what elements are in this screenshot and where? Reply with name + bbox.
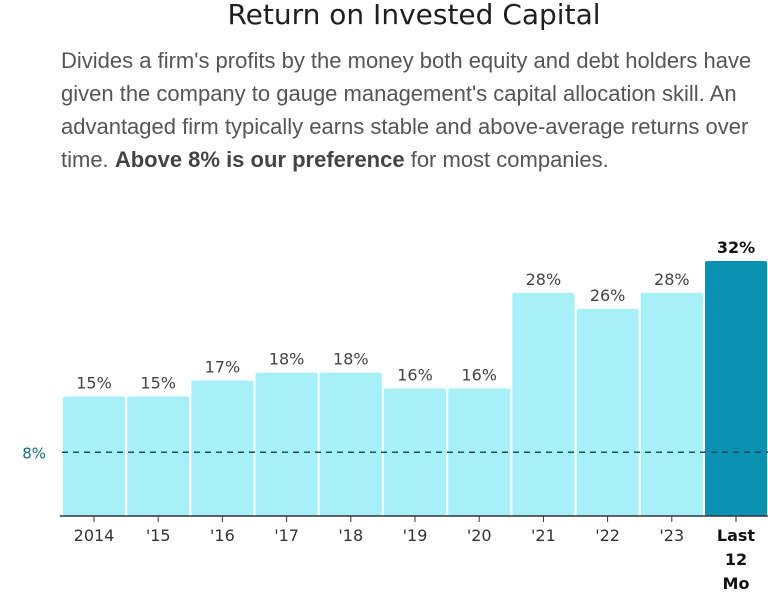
chart-title: Return on Invested Capital	[227, 0, 601, 31]
x-tick-label-6: '20	[467, 526, 492, 545]
bar-1	[127, 396, 190, 516]
value-label-3: 18%	[269, 350, 305, 369]
description-tail: for most companies.	[404, 147, 609, 172]
bar-8	[576, 308, 639, 516]
bar-4	[319, 372, 382, 516]
x-tick-label-10-0: Last	[717, 526, 756, 545]
bar-9	[640, 292, 703, 516]
value-label-9: 28%	[654, 270, 690, 289]
x-tick-label-10-1: 12	[725, 550, 747, 569]
value-label-0: 15%	[76, 373, 112, 392]
value-label-7: 28%	[526, 270, 562, 289]
bar-10	[705, 261, 767, 516]
bar-3	[255, 372, 318, 516]
x-tick-label-4: '18	[338, 526, 363, 545]
value-label-4: 18%	[333, 350, 369, 369]
description-emphasis: Above 8% is our preference	[114, 147, 405, 172]
x-tick-label-9: '23	[659, 526, 684, 545]
value-label-2: 17%	[205, 358, 241, 377]
value-label-1: 15%	[140, 373, 176, 392]
x-tick-label-8: '22	[595, 526, 620, 545]
bar-7	[512, 292, 575, 516]
reference-line-label: 8%	[22, 444, 46, 462]
value-label-6: 16%	[461, 366, 497, 385]
x-tick-label-7: '21	[531, 526, 556, 545]
value-label-8: 26%	[590, 286, 626, 305]
roic-bar-chart: 15% 2014 15% '15 17% '16 18% '17 18% '18 16% '19 16%…	[22, 238, 768, 593]
x-tick-label-10-2: Mo	[723, 574, 750, 593]
chart-description: Divides a firm's profits by the money bo…	[61, 44, 763, 176]
bar-2	[191, 380, 254, 516]
x-tick-label-5: '19	[403, 526, 428, 545]
x-tick-label-0: 2014	[74, 526, 115, 545]
bar-6	[448, 388, 511, 516]
value-label-10: 32%	[717, 238, 755, 257]
bar-0	[63, 396, 125, 516]
description-text: Divides a firm's profits by the money bo…	[61, 48, 752, 172]
x-tick-label-3: '17	[274, 526, 299, 545]
value-label-5: 16%	[397, 366, 433, 385]
x-tick-label-2: '16	[210, 526, 235, 545]
x-tick-label-1: '15	[146, 526, 171, 545]
